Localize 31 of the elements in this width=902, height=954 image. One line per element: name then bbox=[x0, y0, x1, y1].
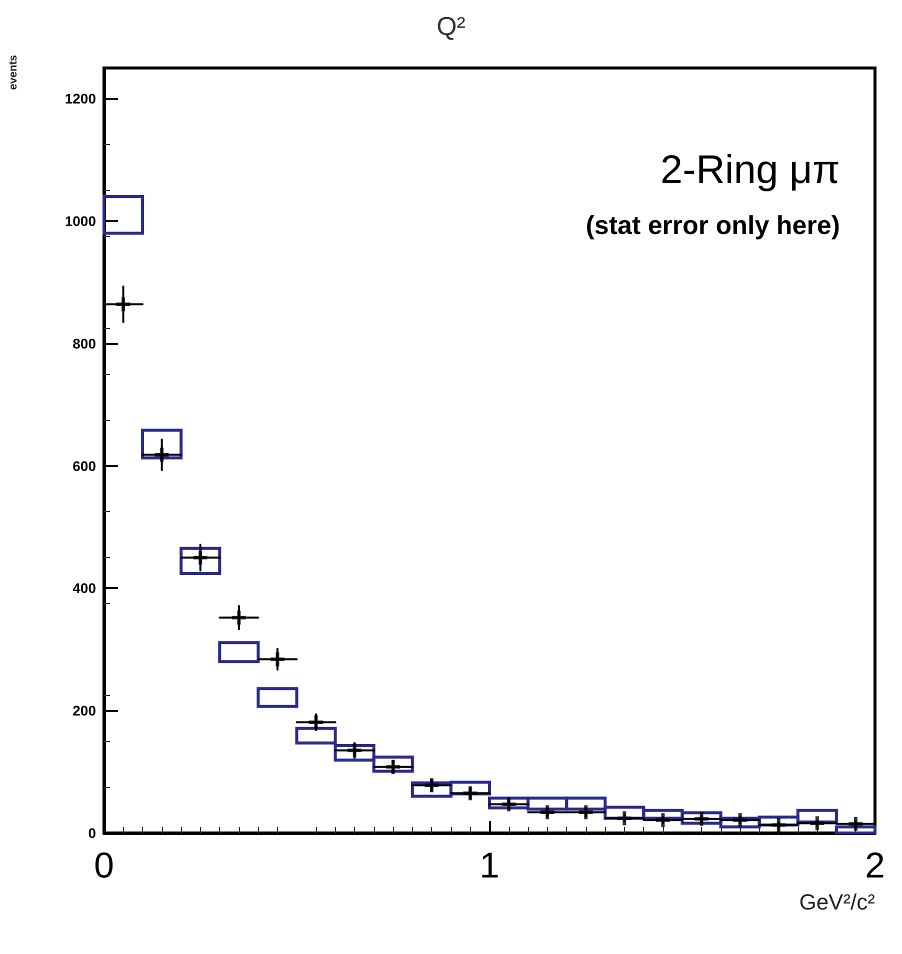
y-tick-label: 800 bbox=[72, 335, 96, 352]
point bbox=[654, 811, 672, 829]
y-tick-label: 200 bbox=[72, 702, 96, 719]
y-tick-label: 1000 bbox=[64, 213, 96, 229]
point bbox=[616, 810, 634, 828]
bar bbox=[256, 687, 298, 708]
point bbox=[770, 816, 788, 834]
y-tick-label: 0 bbox=[88, 825, 96, 841]
chart-title: Q² bbox=[436, 11, 466, 41]
x-axis-title: GeV²/c² bbox=[799, 890, 875, 914]
point bbox=[384, 758, 402, 776]
annotation: (stat error only here) bbox=[586, 210, 840, 240]
y-tick-label: 600 bbox=[72, 458, 96, 474]
point bbox=[731, 811, 749, 829]
x-tick-label: 1 bbox=[479, 844, 500, 886]
y-tick-label: 1200 bbox=[64, 90, 96, 107]
bar bbox=[218, 641, 260, 664]
x-tick-label: 2 bbox=[864, 844, 886, 886]
point bbox=[577, 803, 595, 821]
point bbox=[692, 810, 710, 828]
y-axis-title: events bbox=[8, 54, 20, 90]
bar bbox=[180, 546, 222, 576]
point bbox=[808, 814, 826, 832]
point bbox=[846, 815, 864, 833]
point bbox=[500, 795, 518, 813]
point bbox=[538, 803, 556, 821]
point bbox=[346, 742, 364, 760]
y-tick-label: 400 bbox=[72, 580, 96, 596]
bar bbox=[834, 825, 876, 834]
bar bbox=[102, 195, 144, 235]
annotation: 2-Ring μπ bbox=[660, 148, 840, 192]
